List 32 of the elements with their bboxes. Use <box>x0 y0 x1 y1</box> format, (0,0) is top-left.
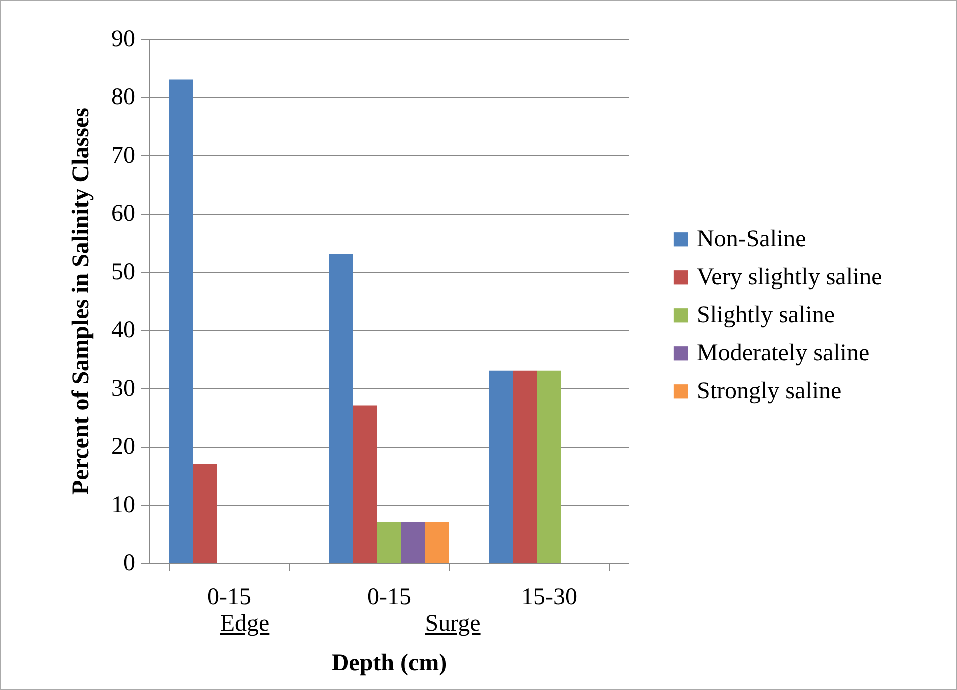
y-tick-label: 60 <box>112 201 136 228</box>
bar <box>329 254 353 563</box>
legend-label: Slightly saline <box>697 302 835 329</box>
bar <box>377 522 401 563</box>
bar <box>425 522 449 563</box>
text: Surge <box>425 611 481 638</box>
bar <box>513 370 537 563</box>
legend-label: Non-Saline <box>697 226 806 253</box>
x-axis-title: Depth (cm) <box>332 650 448 676</box>
y-tick-label: 50 <box>112 259 136 286</box>
y-axis-title: Percent of Samples in Salinity Classes <box>68 108 94 495</box>
y-tick-label: 0 <box>124 550 136 576</box>
x-tick-label: 0-15 <box>208 584 252 610</box>
legend-label: Moderately saline <box>697 340 870 367</box>
y-tick-label: 90 <box>112 26 136 52</box>
legend-label: Very slightly saline <box>697 264 882 291</box>
bar <box>401 522 425 563</box>
y-tick-label: 80 <box>112 84 136 111</box>
bar <box>353 406 377 563</box>
bar <box>537 370 561 563</box>
x-tick-label: 0-15 <box>368 584 412 610</box>
y-tick-label: 10 <box>112 492 136 518</box>
y-tick-label: 40 <box>112 318 136 344</box>
bar <box>489 370 513 563</box>
y-tick-label: 30 <box>112 376 136 402</box>
bar <box>193 464 217 563</box>
text: Edge <box>220 611 270 638</box>
bar <box>169 80 193 563</box>
x-tick-label: 15-30 <box>522 584 578 610</box>
legend-label: Strongly saline <box>697 378 842 405</box>
y-tick-label: 20 <box>112 434 136 460</box>
y-tick-label: 70 <box>112 142 136 169</box>
